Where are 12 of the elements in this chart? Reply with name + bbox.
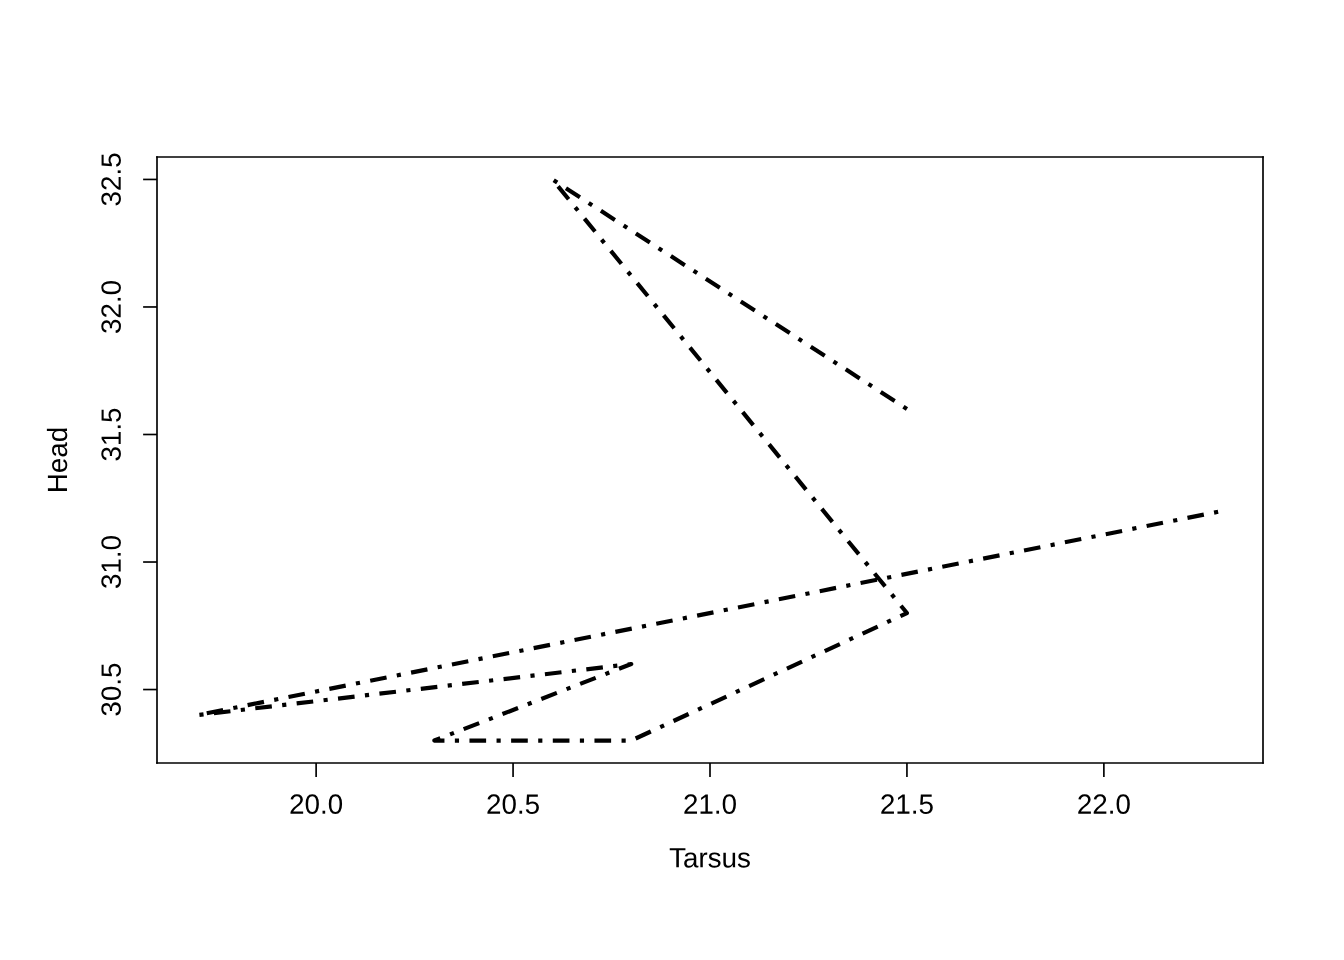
y-tick-label: 31.0 [101, 536, 121, 588]
x-tick-label: 20.0 [290, 794, 343, 814]
y-tick-label: 30.5 [101, 663, 121, 716]
x-tick-label: 20.5 [487, 794, 539, 814]
x-tick-label: 21.5 [881, 794, 933, 814]
y-tick-label: 32.0 [101, 281, 121, 333]
x-axis-title: Tarsus [669, 848, 750, 868]
y-axis-title: Head [46, 428, 68, 491]
y-tick-label: 32.5 [101, 153, 121, 206]
x-tick-label: 22.0 [1078, 794, 1130, 814]
y-tick-label: 31.5 [101, 408, 121, 461]
x-tick-label: 21.0 [684, 794, 736, 814]
